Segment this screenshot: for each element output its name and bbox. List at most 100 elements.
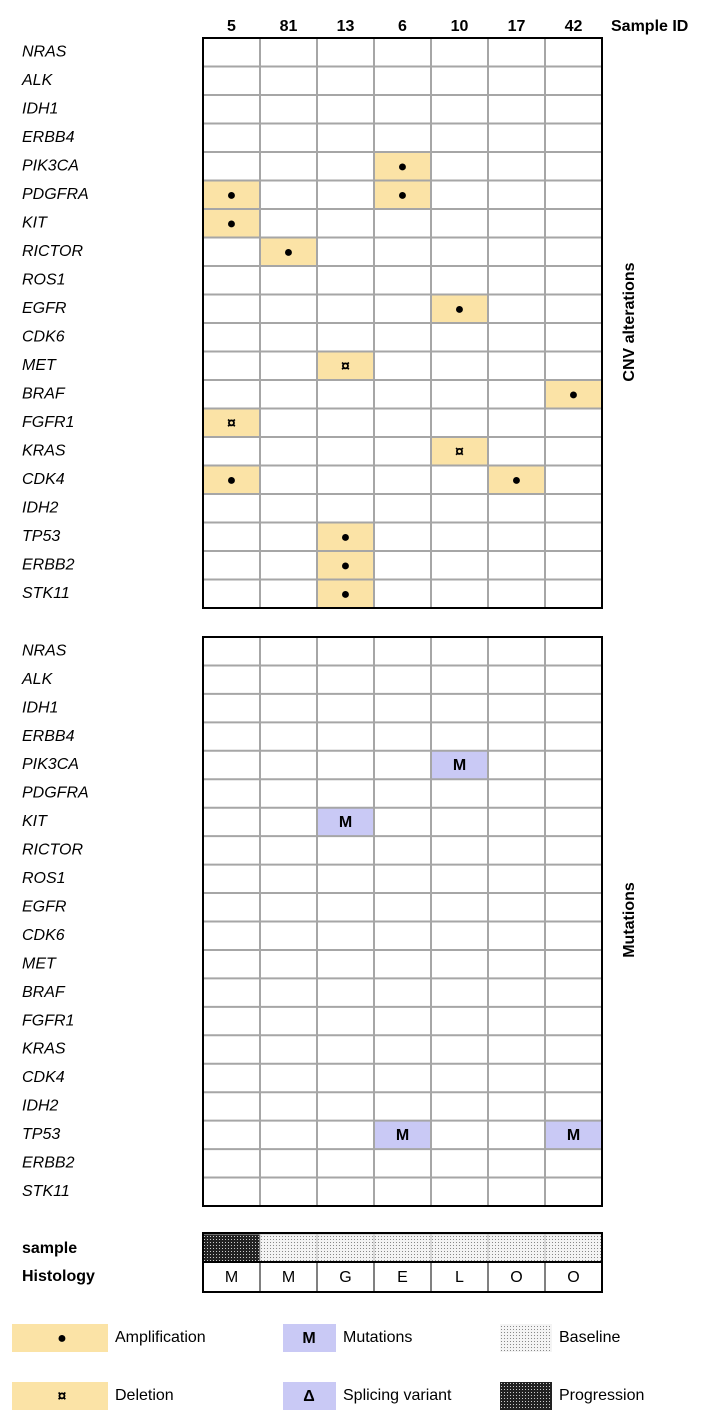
cell-symbol: M xyxy=(396,1127,409,1144)
gene-label: IDH2 xyxy=(22,499,59,516)
gene-label: KIT xyxy=(22,813,48,830)
cell-symbol: ● xyxy=(455,301,465,318)
gene-label: KRAS xyxy=(22,1041,66,1058)
gene-label: EGFR xyxy=(22,300,67,317)
legend-swatch xyxy=(12,1382,108,1410)
legend-label: Deletion xyxy=(115,1387,174,1404)
histology-value: O xyxy=(567,1269,579,1286)
histology-value: E xyxy=(397,1269,408,1286)
gene-label: MET xyxy=(22,357,57,374)
cell-symbol: ● xyxy=(569,386,579,403)
alteration-cell xyxy=(374,1120,431,1150)
cell-symbol: ● xyxy=(341,557,351,574)
alteration-cell xyxy=(374,180,431,209)
alteration-cell xyxy=(317,579,374,608)
legend-label: Baseline xyxy=(559,1329,620,1346)
legend-symbol: Δ xyxy=(303,1388,315,1405)
sample-id: 6 xyxy=(398,18,407,35)
gene-label: CDK6 xyxy=(22,328,65,345)
sample-id: 17 xyxy=(508,18,526,35)
gene-label: ERBB4 xyxy=(22,129,75,146)
alteration-cell xyxy=(203,209,260,238)
gene-label: RICTOR xyxy=(22,243,83,260)
gene-label: MET xyxy=(22,955,57,972)
cell-symbol: M xyxy=(453,757,466,774)
gene-label: IDH2 xyxy=(22,1098,59,1115)
alteration-cell xyxy=(317,807,374,837)
alteration-cell xyxy=(545,1120,602,1150)
cell-symbol: ● xyxy=(284,244,294,261)
cell-symbol: ● xyxy=(398,158,408,175)
alteration-cell xyxy=(260,237,317,266)
histology-value: L xyxy=(455,1269,464,1286)
cell-symbol: M xyxy=(567,1127,580,1144)
alteration-cell xyxy=(203,465,260,494)
gene-label: STK11 xyxy=(22,1183,70,1200)
sample-id: 42 xyxy=(565,18,583,35)
sample-cell xyxy=(202,1233,261,1263)
sample-cell xyxy=(430,1233,489,1263)
gene-label: ERBB2 xyxy=(22,1155,75,1172)
cell-symbol: M xyxy=(339,814,352,831)
cell-symbol: ¤ xyxy=(455,443,464,460)
alteration-cell xyxy=(374,152,431,181)
cell-symbol: ● xyxy=(227,215,237,232)
alteration-cell xyxy=(431,750,488,780)
alteration-cell xyxy=(431,294,488,323)
alteration-cell xyxy=(203,180,260,209)
sample-cell xyxy=(316,1233,375,1263)
gene-label: CDK4 xyxy=(22,1069,65,1086)
legend-swatch xyxy=(500,1382,552,1410)
histology-value: O xyxy=(510,1269,522,1286)
grid-border xyxy=(202,37,603,609)
legend-label: Amplification xyxy=(115,1329,206,1346)
gene-label: PDGFRA xyxy=(22,785,89,802)
cell-symbol: ● xyxy=(227,187,237,204)
gene-label: ERBB4 xyxy=(22,728,75,745)
legend-label: Mutations xyxy=(343,1329,412,1346)
gene-label: KIT xyxy=(22,214,48,231)
cnv-title: CNV alterations xyxy=(621,262,638,381)
gene-label: CDK4 xyxy=(22,471,65,488)
gene-label: PDGFRA xyxy=(22,186,89,203)
alteration-cell xyxy=(431,437,488,466)
cell-symbol: ¤ xyxy=(341,358,350,375)
histology-value: M xyxy=(282,1269,295,1286)
cell-symbol: ● xyxy=(227,472,237,489)
cell-symbol: ¤ xyxy=(227,415,236,432)
alteration-cell xyxy=(488,465,545,494)
gene-label: BRAF xyxy=(22,984,66,1001)
gene-label: TP53 xyxy=(22,528,60,545)
gene-label: TP53 xyxy=(22,1126,60,1143)
gene-label: ROS1 xyxy=(22,870,66,887)
sample-cell xyxy=(544,1233,603,1263)
alteration-cell xyxy=(317,551,374,580)
gene-label: IDH1 xyxy=(22,100,58,117)
sample-id: 81 xyxy=(280,18,298,35)
grid-border xyxy=(202,636,603,1207)
sample-id: 5 xyxy=(227,18,236,35)
legend-symbol: M xyxy=(302,1330,315,1347)
sample-id-label: Sample ID xyxy=(611,18,688,35)
gene-label: NRAS xyxy=(22,43,67,60)
legend-swatch xyxy=(12,1324,108,1352)
cell-symbol: ● xyxy=(341,529,351,546)
gene-label: ROS1 xyxy=(22,271,66,288)
gene-label: PIK3CA xyxy=(22,756,79,773)
cell-symbol: ● xyxy=(398,187,408,204)
histology-label: Histology xyxy=(22,1268,95,1285)
gene-label: ALK xyxy=(21,72,54,89)
legend-swatch xyxy=(500,1324,552,1352)
gene-label: PIK3CA xyxy=(22,157,79,174)
legend-symbol: ● xyxy=(57,1330,67,1347)
legend-swatch xyxy=(283,1324,336,1352)
legend-label: Progression xyxy=(559,1387,644,1404)
sample-cell xyxy=(259,1233,318,1263)
gene-label: NRAS xyxy=(22,642,67,659)
sample-label: sample xyxy=(22,1240,77,1257)
gene-label: KRAS xyxy=(22,442,66,459)
gene-label: FGFR1 xyxy=(22,1012,74,1029)
cell-symbol: ● xyxy=(512,472,522,489)
alteration-cell xyxy=(545,380,602,409)
